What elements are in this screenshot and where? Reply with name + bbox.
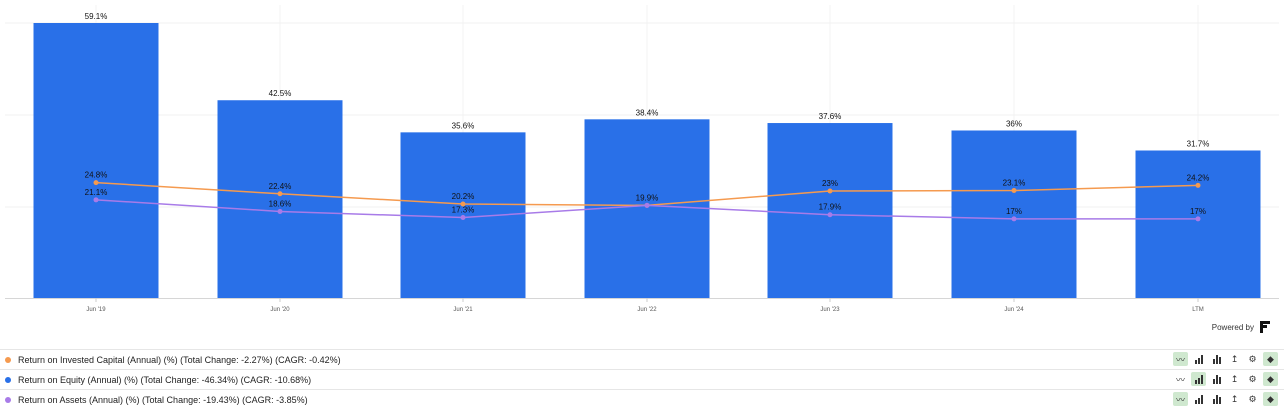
bar-series-roe — [33, 23, 1261, 298]
line-data-label: 17.9% — [819, 203, 842, 212]
line-point — [277, 208, 283, 214]
line-data-label: 23.1% — [1003, 179, 1026, 188]
x-axis: Jun '19 Jun '20 Jun '21 Jun '22 Jun '23 Jun '… — [86, 298, 1204, 313]
x-tick-label: Jun '21 — [453, 307, 473, 313]
bar — [767, 123, 893, 298]
bar-data-label: 36% — [1006, 119, 1022, 128]
line-chart-icon[interactable]: 〰 — [1175, 374, 1185, 385]
bar — [217, 100, 343, 298]
line-data-label: 17% — [1006, 207, 1022, 216]
powered-by[interactable]: Powered by — [1212, 321, 1270, 333]
bar-data-label: 38.4% — [636, 108, 659, 117]
legend-row-roic[interactable]: Return on Invested Capital (Annual) (%) … — [0, 349, 1284, 369]
bar-data-label: 35.6% — [452, 121, 475, 130]
bar — [951, 130, 1077, 298]
gear-icon[interactable]: ⚙ — [1248, 353, 1257, 364]
line-chart-icon[interactable]: 〰 — [1173, 352, 1188, 366]
line-data-label: 21.1% — [85, 188, 108, 197]
line-series — [93, 180, 1201, 222]
stacked-bar-icon[interactable] — [1209, 392, 1224, 406]
x-tick-label: Jun '19 — [86, 307, 106, 313]
gear-icon[interactable]: ⚙ — [1248, 393, 1257, 404]
gear-icon[interactable]: ⚙ — [1248, 373, 1257, 384]
line-point — [644, 202, 650, 208]
powered-by-label: Powered by — [1211, 322, 1254, 332]
legend-tools: 〰 ↥ ⚙ ◆ — [1173, 352, 1278, 366]
line-point — [460, 201, 466, 207]
stacked-bar-icon[interactable] — [1209, 352, 1224, 366]
line-point — [1011, 188, 1017, 194]
tag-icon[interactable]: ◆ — [1263, 352, 1278, 366]
bar-chart-icon[interactable] — [1191, 372, 1206, 386]
x-tick-label: Jun '24 — [1004, 307, 1024, 313]
legend: Return on Invested Capital (Annual) (%) … — [0, 349, 1284, 409]
line-chart-icon[interactable]: 〰 — [1173, 392, 1188, 406]
bar-chart-icon[interactable] — [1191, 352, 1206, 366]
line-point — [277, 191, 283, 197]
legend-tools: 〰 ↥ ⚙ ◆ — [1173, 392, 1278, 406]
line-point — [460, 215, 466, 221]
legend-label-roa: Return on Assets (Annual) (%) (Total Cha… — [18, 394, 308, 405]
legend-label-roe: Return on Equity (Annual) (%) (Total Cha… — [18, 374, 312, 385]
tag-icon[interactable]: ◆ — [1263, 392, 1278, 406]
legend-label-roic: Return on Invested Capital (Annual) (%) … — [18, 354, 341, 365]
x-tick-label: Jun '23 — [820, 307, 840, 313]
line-point — [93, 197, 99, 203]
line-data-label: 18.6% — [269, 199, 292, 208]
bar-chart-icon[interactable] — [1191, 392, 1206, 406]
line-point — [827, 188, 833, 194]
line-data-label: 24.2% — [1187, 173, 1210, 182]
bar-data-label: 42.5% — [269, 89, 292, 98]
line-point — [827, 212, 833, 218]
legend-dot-roic — [5, 356, 11, 363]
axis-icon[interactable]: ↥ — [1230, 353, 1239, 364]
legend-tools: 〰 ↥ ⚙ ◆ — [1173, 372, 1278, 386]
axis-icon[interactable]: ↥ — [1230, 373, 1239, 384]
legend-dot-roa — [5, 396, 11, 403]
chart: 59.1% 42.5% 35.6% 38.4% 37.6% 36% 31.7% 24.8% 22… — [5, 5, 1279, 313]
line-point — [1011, 216, 1017, 222]
brand-logo — [1260, 321, 1270, 333]
x-tick-label: Jun '20 — [270, 307, 290, 313]
line-data-label: 20.2% — [452, 192, 475, 201]
bar-data-label: 59.1% — [85, 12, 108, 21]
x-tick-label: LTM — [1192, 307, 1204, 313]
line-data-label: 22.4% — [269, 182, 292, 191]
bar — [33, 23, 159, 298]
line-point — [1195, 182, 1201, 188]
line-point — [1195, 216, 1201, 222]
bar — [1135, 150, 1261, 298]
line-point — [93, 180, 99, 186]
line-data-label: 19.9% — [636, 193, 659, 202]
legend-dot-roe — [5, 376, 11, 383]
line-data-label: 23% — [822, 179, 838, 188]
line-data-label: 17.3% — [452, 206, 475, 215]
bar-data-label: 37.6% — [819, 112, 842, 121]
stacked-bar-icon[interactable] — [1209, 372, 1224, 386]
bar-data-label: 31.7% — [1187, 139, 1210, 148]
line-data-label: 24.8% — [85, 171, 108, 180]
legend-row-roa[interactable]: Return on Assets (Annual) (%) (Total Cha… — [0, 389, 1284, 409]
line-data-label: 17% — [1190, 207, 1206, 216]
data-labels: 59.1% 42.5% 35.6% 38.4% 37.6% 36% 31.7% 24.8% 22… — [85, 12, 1210, 216]
x-tick-label: Jun '22 — [637, 307, 657, 313]
legend-row-roe[interactable]: Return on Equity (Annual) (%) (Total Cha… — [0, 369, 1284, 389]
tag-icon[interactable]: ◆ — [1263, 372, 1278, 386]
axis-icon[interactable]: ↥ — [1230, 393, 1239, 404]
